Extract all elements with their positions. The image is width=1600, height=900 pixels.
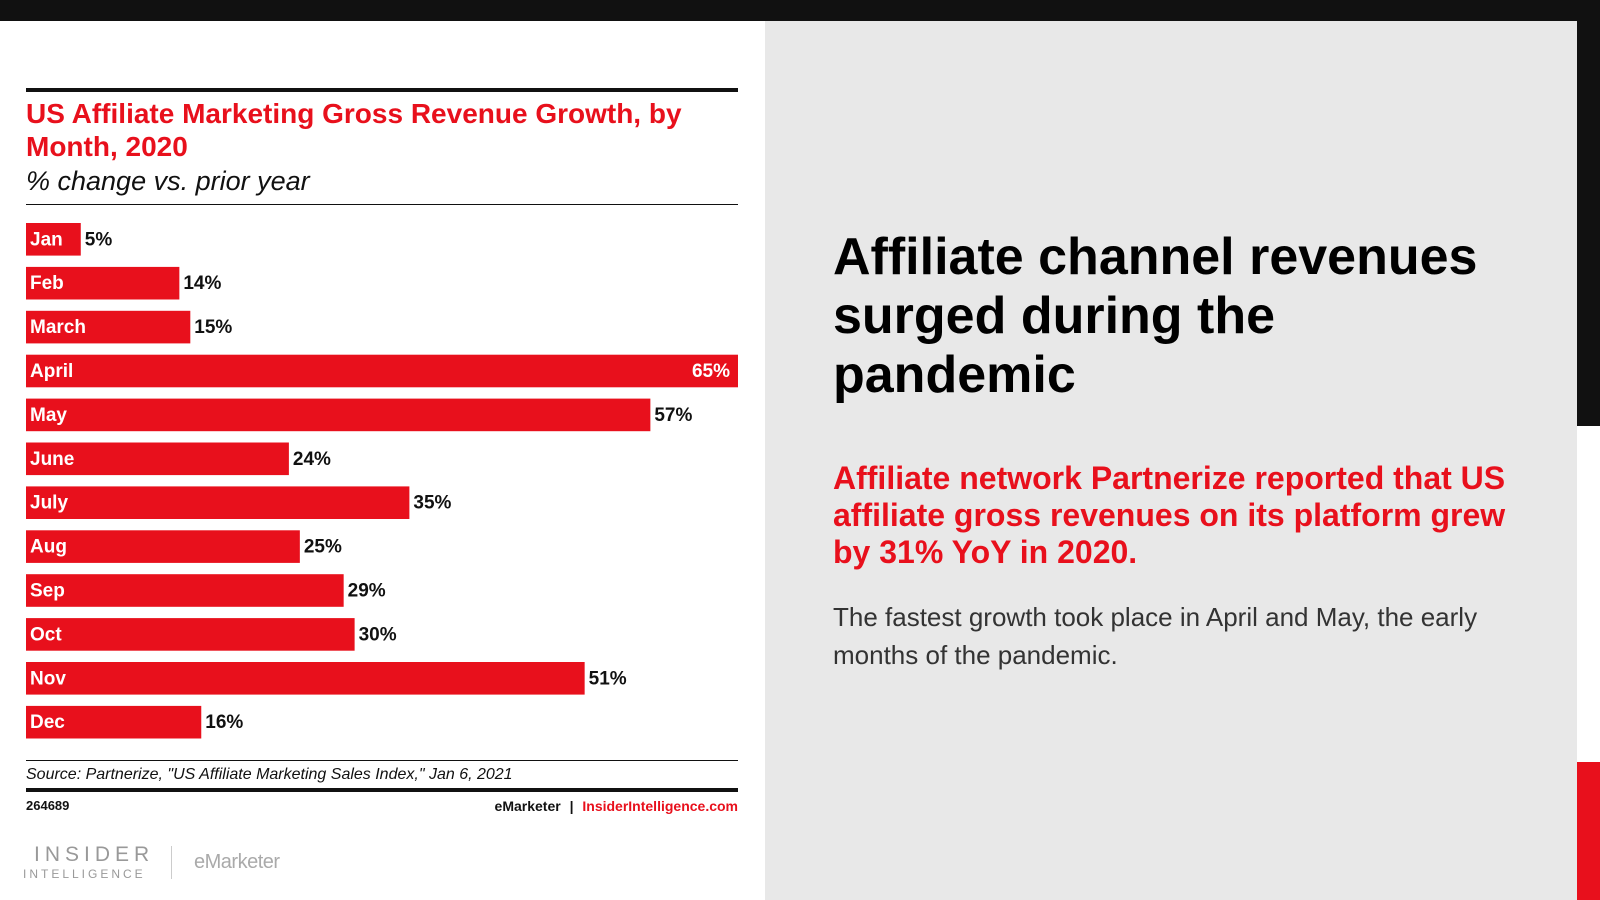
rule-top xyxy=(26,88,738,92)
category-label: Feb xyxy=(30,273,64,294)
category-label: Oct xyxy=(30,624,62,645)
chart-title: US Affiliate Marketing Gross Revenue Gro… xyxy=(26,98,682,162)
credit-site: InsiderIntelligence.com xyxy=(582,798,738,814)
category-label: Sep xyxy=(30,581,65,602)
credit: eMarketer | InsiderIntelligence.com xyxy=(495,798,738,814)
value-label: 15% xyxy=(194,317,232,338)
value-label: 25% xyxy=(304,537,342,558)
logo-intelligence: INTELLIGENCE xyxy=(23,867,146,881)
value-label: 24% xyxy=(293,449,331,470)
value-label: 5% xyxy=(85,229,113,250)
value-label: 16% xyxy=(205,712,243,733)
body-text: The fastest growth took place in April a… xyxy=(833,602,1478,670)
edge-red xyxy=(1577,762,1600,900)
bar xyxy=(26,266,180,300)
value-label: 14% xyxy=(183,273,221,294)
logo-emarketer: eMarketer xyxy=(194,851,280,873)
value-label: 30% xyxy=(359,624,397,645)
logo-insider: INSIDER xyxy=(34,843,155,866)
bar xyxy=(26,530,300,563)
top-bar xyxy=(0,0,1600,21)
edge-dark xyxy=(1577,21,1600,426)
value-label: 57% xyxy=(654,405,692,426)
headline: Affiliate channel revenues surged during… xyxy=(833,228,1478,404)
category-label: Jan xyxy=(30,229,63,250)
bar xyxy=(26,574,344,607)
bar xyxy=(26,618,355,651)
value-label: 29% xyxy=(348,581,386,602)
value-label: 65% xyxy=(692,361,730,382)
category-label: Nov xyxy=(30,668,66,689)
category-label: April xyxy=(30,361,73,382)
right-panel xyxy=(765,21,1577,900)
chart-subtitle: % change vs. prior year xyxy=(26,166,310,196)
category-label: March xyxy=(30,317,86,338)
bar xyxy=(26,354,738,388)
bar xyxy=(26,705,202,739)
chart-id: 264689 xyxy=(26,798,70,813)
rule-bottom xyxy=(26,788,738,792)
credit-brand: eMarketer xyxy=(494,798,561,814)
value-label: 51% xyxy=(589,668,627,689)
rule-source xyxy=(26,760,738,761)
category-label: July xyxy=(30,493,68,514)
logo-divider xyxy=(171,846,172,879)
chart: Jan 5% Feb 14% March 15% April 65% May 57% June 24%… xyxy=(26,223,738,739)
rule-sub xyxy=(26,204,738,205)
bar xyxy=(26,398,651,432)
bar xyxy=(26,442,289,476)
category-label: June xyxy=(30,449,74,470)
bar xyxy=(26,310,191,344)
bar xyxy=(26,662,585,695)
category-label: Dec xyxy=(30,712,65,733)
bar xyxy=(26,486,410,519)
category-label: May xyxy=(30,405,67,426)
credit-separator: | xyxy=(569,798,574,814)
highlight: Affiliate network Partnerize reported th… xyxy=(833,460,1506,570)
category-label: Aug xyxy=(30,537,67,558)
value-label: 35% xyxy=(413,493,451,514)
bar xyxy=(26,223,81,256)
source: Source: Partnerize, "US Affiliate Market… xyxy=(26,766,513,783)
